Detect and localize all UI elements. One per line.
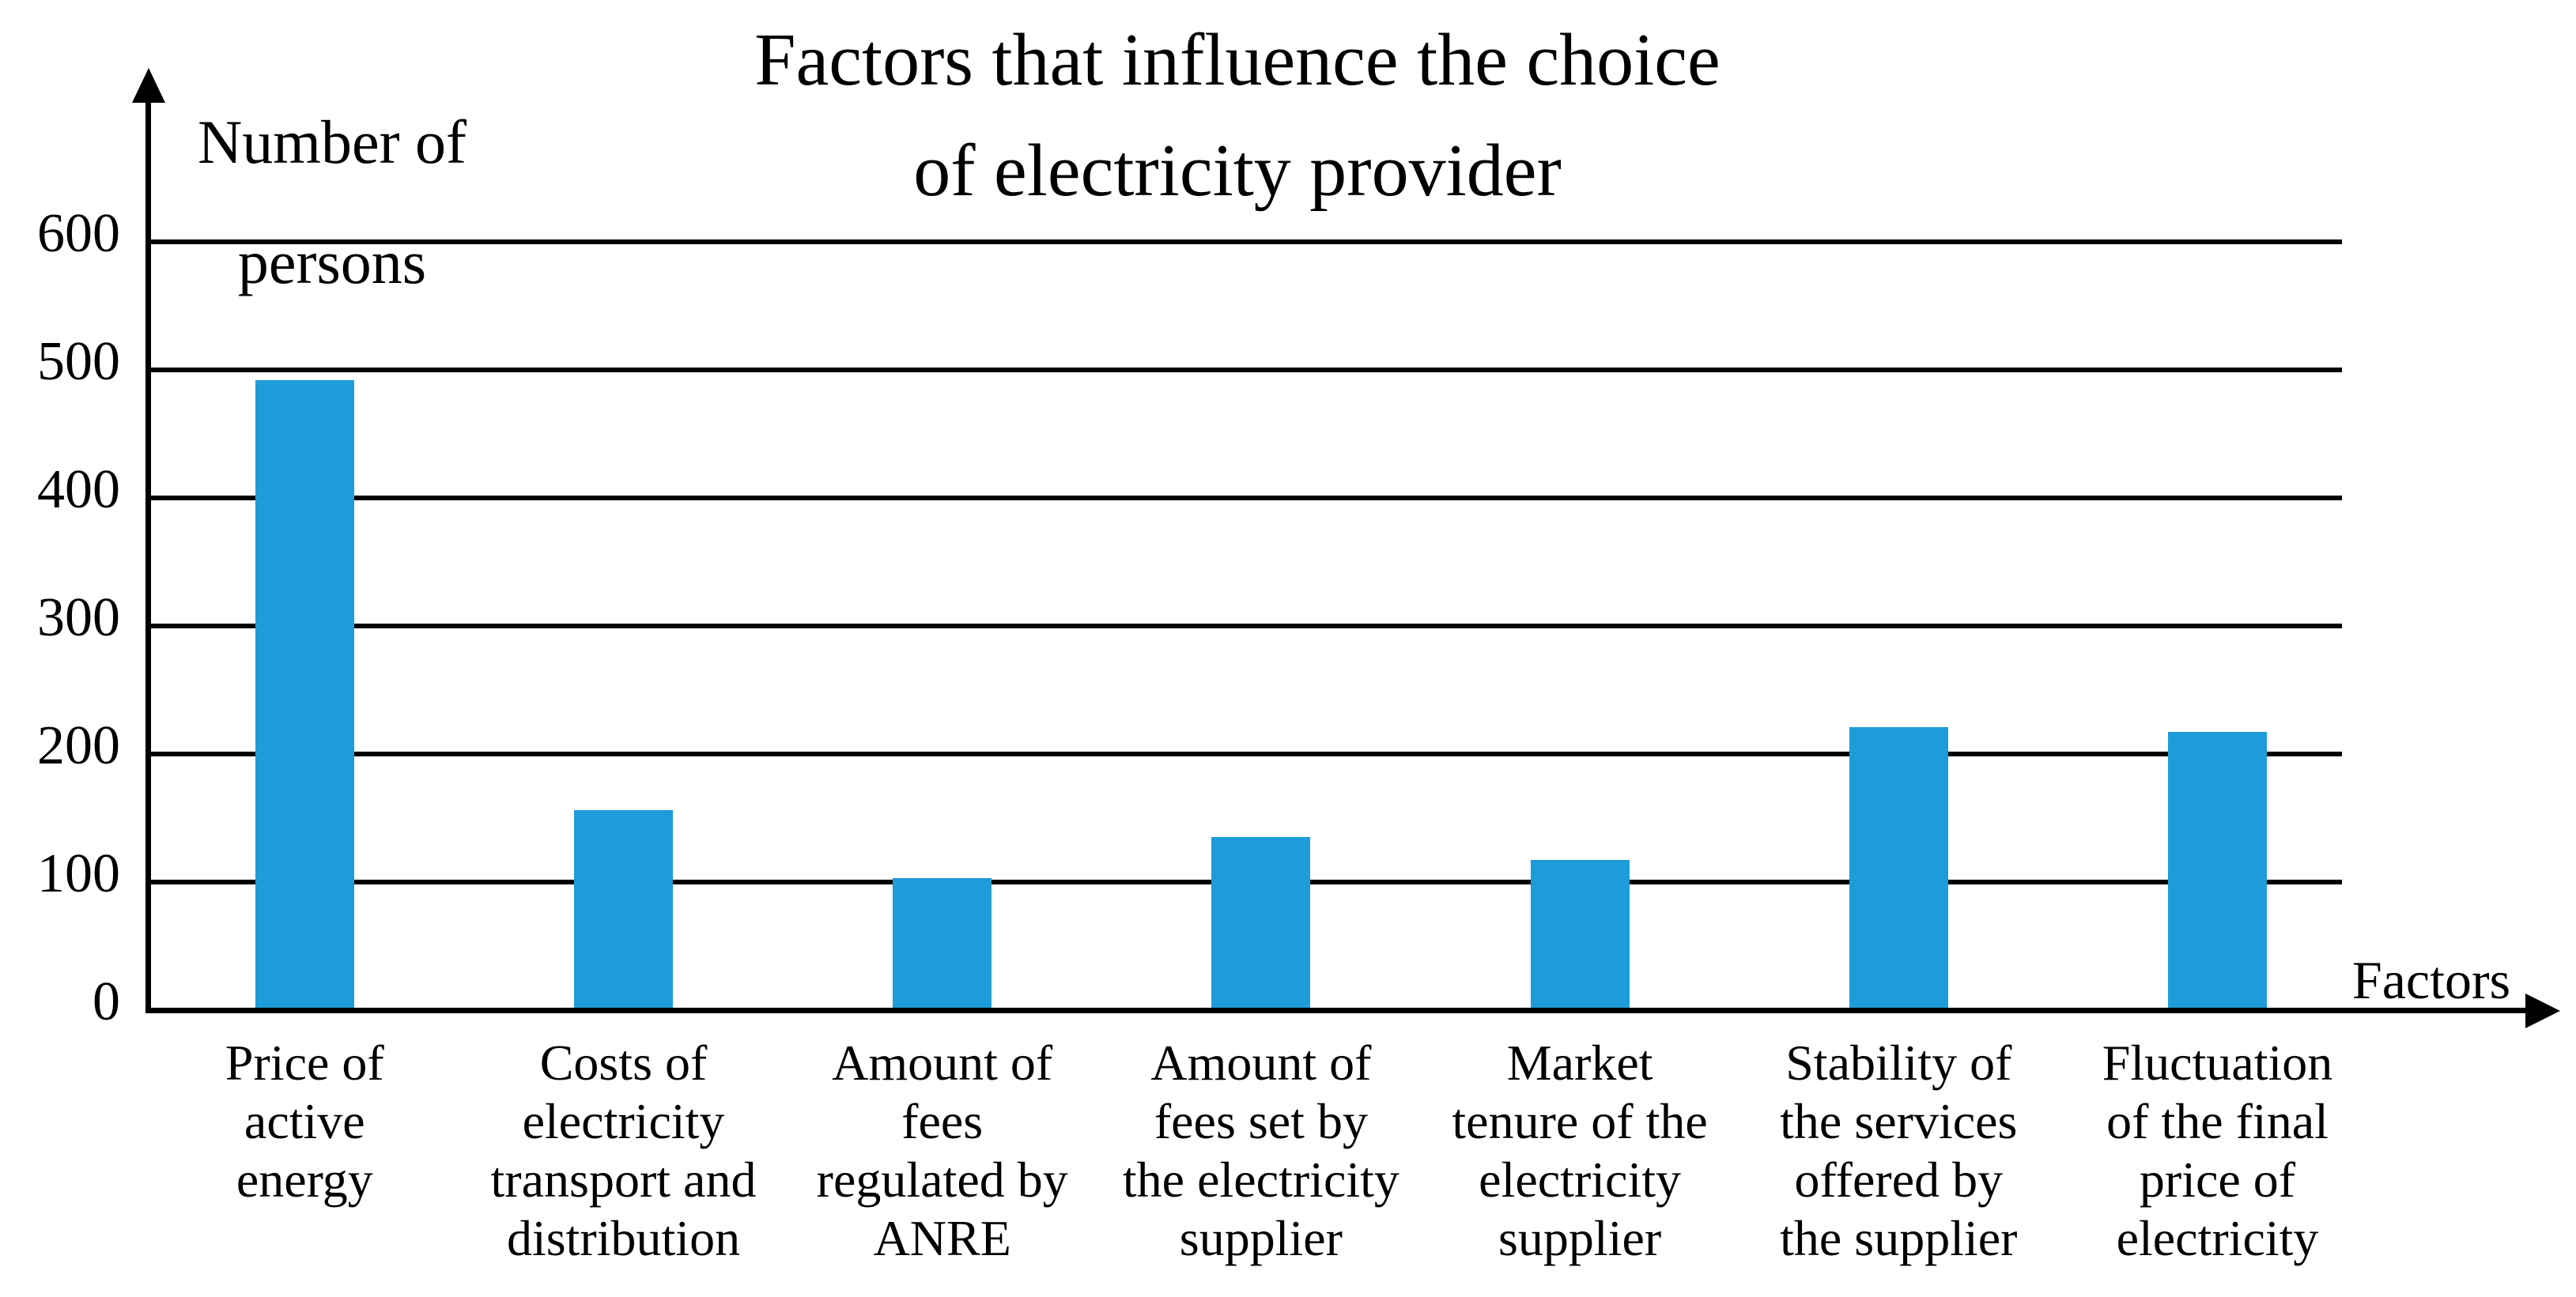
category-label: Fluctuation of the final price of electr…: [2102, 1035, 2333, 1266]
bar: [1530, 860, 1630, 1010]
category-label: Amount of fees regulated by ANRE: [816, 1035, 1068, 1266]
bar: [574, 810, 673, 1010]
gridline-500: [145, 368, 2342, 372]
x-axis-arrow-icon: [2525, 993, 2560, 1028]
gridline-300: [145, 624, 2342, 628]
y-axis-arrow-icon: [132, 68, 165, 103]
gridline-600: [145, 239, 2342, 244]
y-axis-line: [145, 76, 151, 1013]
category-label: Amount of fees set by the electricity su…: [1122, 1035, 1399, 1266]
gridline-400: [145, 496, 2342, 500]
y-tick-label-600: 600: [37, 203, 120, 264]
y-tick-label-0: 0: [93, 971, 120, 1032]
category-label: Stability of the services offered by the…: [1780, 1035, 2018, 1266]
y-tick-label-100: 100: [37, 843, 120, 904]
x-axis-line: [145, 1008, 2529, 1013]
bar: [893, 878, 992, 1010]
y-axis-label: Number of persons: [197, 107, 467, 296]
chart-title: Factors that influence the choice of ele…: [754, 19, 1720, 212]
category-label: Price of active energy: [225, 1035, 384, 1208]
bar: [2168, 732, 2267, 1010]
y-tick-label-400: 400: [37, 459, 120, 520]
category-label: Costs of electricity transport and distr…: [490, 1035, 757, 1266]
y-tick-label-300: 300: [37, 587, 120, 648]
x-axis-label: Factors: [2351, 950, 2511, 1010]
y-tick-label-200: 200: [37, 715, 120, 776]
bar: [1849, 726, 1948, 1010]
bar: [1211, 837, 1311, 1010]
y-tick-label-500: 500: [37, 331, 120, 392]
category-label: Market tenure of the electricity supplie…: [1452, 1035, 1708, 1266]
gridline-200: [145, 752, 2342, 756]
bar: [255, 379, 354, 1010]
